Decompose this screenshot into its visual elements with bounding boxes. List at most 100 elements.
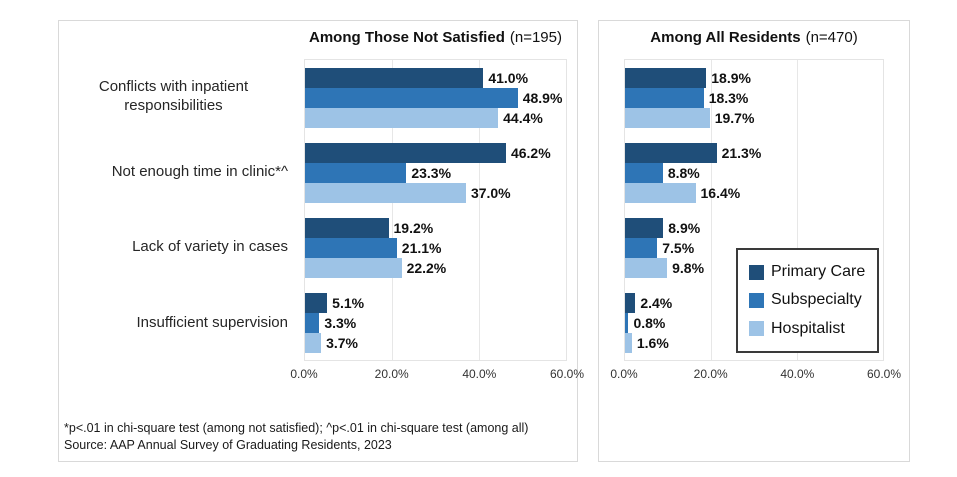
- bar-primary-care: [625, 292, 636, 313]
- x-axis-ticks: 0.0% 20.0% 40.0% 60.0%: [610, 367, 901, 383]
- bar-primary-care: [625, 67, 707, 88]
- bar-row: 22.2%: [305, 257, 566, 278]
- bar-value-label: 8.9%: [668, 219, 701, 236]
- bar-hospitalist: [305, 107, 499, 128]
- gridline: [710, 60, 712, 360]
- footnote-source: Source: AAP Annual Survey of Graduating …: [64, 438, 392, 453]
- bar-value-label: 46.2%: [510, 144, 551, 161]
- bar-value-label: 7.5%: [662, 239, 695, 256]
- bar-subspecialty: [625, 87, 704, 108]
- bar-value-label: 22.2%: [406, 259, 447, 276]
- bar-group: 21.3% 8.8% 16.4%: [625, 135, 883, 210]
- category-label: Lack of variety in cases: [59, 210, 296, 286]
- legend-swatch-primary-care: [749, 264, 764, 280]
- bar-value-label: 3.3%: [324, 314, 357, 331]
- bar-primary-care: [305, 217, 389, 238]
- bar-row: 1.6%: [625, 332, 883, 353]
- bar-group: 5.1% 3.3% 3.7%: [305, 285, 566, 360]
- panel-title: Among Those Not Satisfied (n=195): [304, 29, 567, 46]
- panel-title-n: (n=470): [805, 29, 858, 46]
- bar-row: 44.4%: [305, 107, 566, 128]
- bar-group: 8.9% 7.5% 9.8%: [625, 210, 883, 285]
- bar-group: 46.2% 23.3% 37.0%: [305, 135, 566, 210]
- bar-subspecialty: [625, 237, 658, 258]
- legend-label: Primary Care: [771, 263, 866, 281]
- bar-hospitalist: [305, 182, 466, 203]
- bar-row: 18.3%: [625, 87, 883, 108]
- bar-subspecialty: [305, 312, 320, 333]
- bar-hospitalist: [625, 332, 632, 353]
- chart-panel: Among All Residents (n=470) 18.9% 18.3% 19…: [598, 20, 910, 462]
- bar-row: 19.7%: [625, 107, 883, 128]
- x-tick-label: 0.0%: [610, 367, 638, 381]
- bar-subspecialty: [305, 87, 518, 108]
- bar-row: 7.5%: [625, 237, 883, 258]
- panel-title-n: (n=195): [509, 29, 562, 46]
- x-tick-label: 20.0%: [693, 367, 728, 381]
- legend: Primary Care Subspecialty Hospitalist: [736, 248, 879, 353]
- gridline: [479, 60, 480, 360]
- legend-item-subspecialty: Subspecialty: [749, 291, 873, 309]
- legend-label: Hospitalist: [771, 319, 845, 337]
- bar-value-label: 8.8%: [667, 164, 700, 181]
- x-tick-label: 20.0%: [374, 367, 409, 381]
- bar-row: 3.7%: [305, 332, 566, 353]
- bar-group: 18.9% 18.3% 19.7%: [625, 60, 883, 135]
- footnote: *p<.01 in chi-square test (among not sat…: [64, 420, 528, 454]
- bar-row: 8.8%: [625, 162, 883, 183]
- bar-value-label: 18.9%: [711, 69, 751, 86]
- bar-value-label: 9.8%: [672, 259, 705, 276]
- bar-row: 41.0%: [305, 67, 566, 88]
- bar-value-label: 19.2%: [393, 219, 434, 236]
- category-label-text: Lack of variety in cases: [132, 238, 288, 256]
- bar-group: 2.4% 0.8% 1.6%: [625, 285, 883, 360]
- bar-row: 3.3%: [305, 312, 566, 333]
- bar-value-label: 21.1%: [401, 239, 442, 256]
- bar-value-label: 41.0%: [488, 69, 529, 86]
- bar-row: 21.1%: [305, 237, 566, 258]
- category-label-text: Insufficient supervision: [136, 313, 288, 331]
- bar-hospitalist: [625, 257, 668, 278]
- bar-subspecialty: [625, 162, 663, 183]
- category-label-text: Not enough time in clinic*^: [111, 162, 288, 180]
- legend-swatch-hospitalist: [749, 321, 764, 337]
- gridline: [797, 60, 798, 360]
- x-tick-label: 40.0%: [780, 367, 815, 381]
- bar-value-label: 1.6%: [636, 334, 669, 351]
- x-tick-label: 60.0%: [866, 367, 902, 381]
- bar-row: 46.2%: [305, 142, 566, 163]
- bar-row: 16.4%: [625, 182, 883, 203]
- x-tick-label: 60.0%: [549, 367, 585, 381]
- bar-row: 18.9%: [625, 67, 883, 88]
- bar-hospitalist: [625, 107, 710, 128]
- bar-value-label: 18.3%: [708, 89, 749, 106]
- bar-row: 48.9%: [305, 87, 566, 108]
- legend-item-hospitalist: Hospitalist: [749, 320, 873, 338]
- bar-group: 19.2% 21.1% 22.2%: [305, 210, 566, 285]
- bar-row: 23.3%: [305, 162, 566, 183]
- bar-row: 19.2%: [305, 217, 566, 238]
- panel-title: Among All Residents (n=470): [624, 29, 884, 46]
- bar-hospitalist: [625, 182, 696, 203]
- legend-label: Subspecialty: [771, 291, 862, 309]
- gridline: [391, 60, 393, 360]
- bar-value-label: 37.0%: [470, 184, 511, 201]
- category-label: Insufficient supervision: [59, 286, 296, 362]
- bar-group: 41.0% 48.9% 44.4%: [305, 60, 566, 135]
- bar-subspecialty: [305, 162, 407, 183]
- bar-primary-care: [625, 217, 664, 238]
- bar-row: 37.0%: [305, 182, 566, 203]
- category-labels: Conflicts with inpatient responsibilitie…: [59, 59, 296, 361]
- bar-primary-care: [305, 67, 484, 88]
- bar-primary-care: [305, 292, 328, 313]
- panel-title-text: Among Those Not Satisfied: [309, 29, 505, 46]
- bar-value-label: 16.4%: [700, 184, 741, 201]
- bar-row: 5.1%: [305, 292, 566, 313]
- bar-value-label: 5.1%: [332, 294, 365, 311]
- bar-value-label: 0.8%: [633, 314, 666, 331]
- bar-value-label: 48.9%: [522, 89, 563, 106]
- footnote-significance: *p<.01 in chi-square test (among not sat…: [64, 421, 529, 436]
- x-tick-label: 0.0%: [290, 367, 318, 381]
- legend-item-primary-care: Primary Care: [749, 263, 873, 281]
- bar-value-label: 19.7%: [714, 109, 755, 126]
